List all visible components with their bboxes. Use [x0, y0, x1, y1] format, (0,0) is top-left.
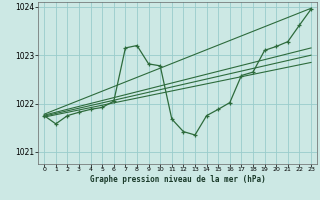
- X-axis label: Graphe pression niveau de la mer (hPa): Graphe pression niveau de la mer (hPa): [90, 175, 266, 184]
